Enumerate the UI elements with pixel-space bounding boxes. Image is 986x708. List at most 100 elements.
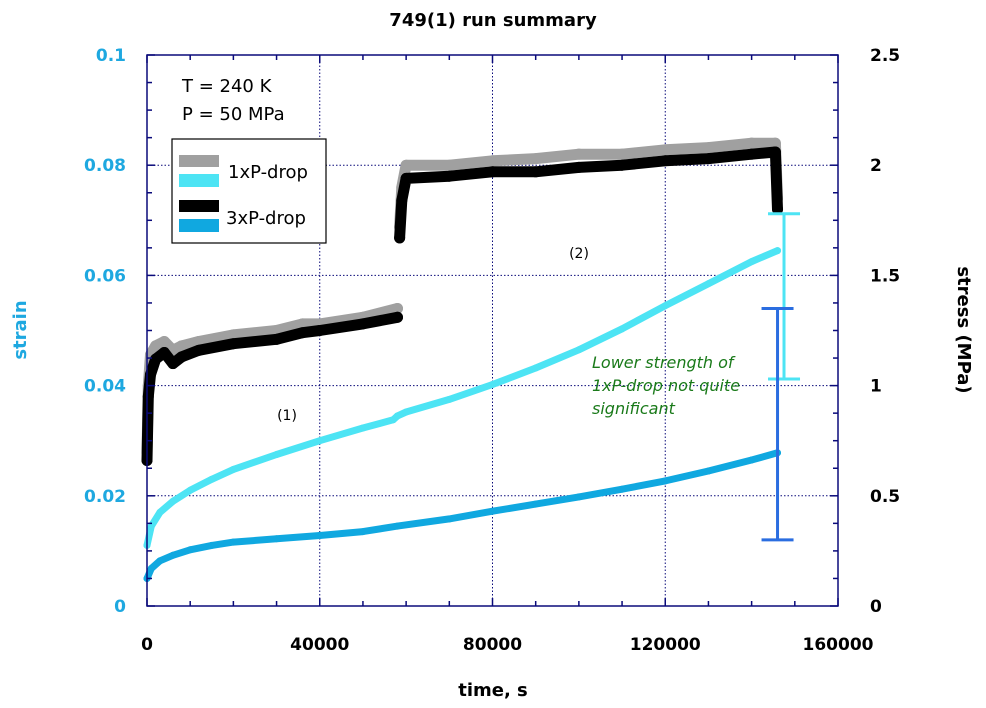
series-group — [141, 137, 784, 582]
point-1xp-drop-stress — [530, 153, 542, 165]
point-1xp-drop-strain — [774, 247, 782, 255]
point-3xp-drop-stress — [167, 358, 179, 370]
series-1xp-drop-strain — [143, 247, 781, 549]
y-left-tick-label: 0.04 — [84, 377, 126, 397]
point-1xp-drop-strain — [532, 364, 540, 372]
legend-swatch-1xp-stress — [179, 155, 219, 167]
y-right-tick-label: 2 — [870, 156, 882, 176]
y-right-tick-label: 0 — [870, 597, 882, 617]
point-3xp-drop-stress — [158, 347, 170, 359]
point-3xp-drop-strain — [704, 467, 712, 475]
point-3xp-drop-strain — [575, 493, 583, 501]
point-3xp-drop-stress — [769, 146, 781, 158]
series-3xp-drop-strain — [143, 449, 781, 582]
point-3xp-drop-strain — [273, 535, 281, 543]
x-tick-label: 80000 — [463, 635, 522, 655]
point-3xp-drop-strain — [169, 551, 177, 559]
x-tick-label: 40000 — [290, 635, 349, 655]
point-3xp-drop-stress — [142, 391, 154, 403]
point-1xp-drop-stress — [659, 144, 671, 156]
point-3xp-drop-stress — [357, 318, 369, 330]
point-1xp-drop-stress — [573, 148, 585, 160]
y-right-tick-label: 1 — [870, 377, 882, 397]
point-1xp-drop-stress — [176, 340, 188, 352]
point-1xp-drop-strain — [748, 258, 756, 266]
point-3xp-drop-stress — [487, 166, 498, 178]
point-1xp-drop-stress — [158, 336, 170, 348]
segment-1-label: (1) — [277, 408, 297, 424]
chart-title: 749(1) run summary — [389, 10, 597, 31]
point-1xp-drop-strain — [445, 395, 453, 403]
point-3xp-drop-stress — [746, 148, 758, 160]
legend-swatch-3xp-strain — [179, 219, 219, 232]
x-tick-labels: 0 40000 80000 120000 160000 — [141, 635, 874, 655]
point-3xp-drop-stress — [176, 351, 188, 363]
point-3xp-drop-stress — [271, 333, 283, 345]
point-3xp-drop-strain — [359, 528, 367, 536]
point-1xp-drop-stress — [400, 159, 412, 171]
point-3xp-drop-strain — [147, 565, 155, 573]
point-1xp-drop-strain — [316, 437, 324, 445]
point-1xp-drop-stress — [227, 329, 239, 341]
axis-ticks — [146, 54, 839, 607]
y-left-tick-label: 0.02 — [84, 487, 126, 507]
point-3xp-drop-stress — [314, 325, 326, 336]
point-3xp-drop-stress — [530, 166, 542, 178]
point-1xp-drop-strain — [661, 302, 669, 310]
point-3xp-drop-stress — [772, 203, 784, 215]
point-1xp-drop-strain — [169, 497, 177, 505]
legend-swatch-1xp-strain — [179, 174, 219, 187]
pressure-annotation: P = 50 MPa — [182, 104, 285, 125]
point-1xp-drop-strain — [393, 412, 401, 420]
point-3xp-drop-stress — [296, 327, 308, 339]
point-1xp-drop-stress — [391, 302, 403, 314]
y-left-tick-label: 0.06 — [84, 266, 126, 286]
point-1xp-drop-stress — [746, 137, 758, 149]
point-3xp-drop-strain — [661, 477, 669, 485]
point-3xp-drop-stress — [396, 194, 408, 206]
point-3xp-drop-stress — [394, 232, 406, 244]
point-3xp-drop-strain — [618, 485, 626, 493]
temperature-annotation: T = 240 K — [181, 76, 273, 97]
y-right-tick-label: 1.5 — [870, 266, 900, 286]
point-3xp-drop-strain — [229, 538, 237, 546]
legend: 1xP-drop 3xP-drop — [171, 138, 327, 244]
point-3xp-drop-stress — [702, 153, 714, 165]
point-1xp-drop-strain — [229, 465, 237, 473]
legend-swatch-3xp-stress — [179, 200, 219, 212]
legend-label-3xp: 3xP-drop — [226, 208, 306, 229]
y-left-tick-label: 0.08 — [84, 156, 126, 176]
point-1xp-drop-strain — [704, 280, 712, 288]
point-3xp-drop-strain — [445, 515, 453, 523]
point-3xp-drop-stress — [227, 338, 239, 350]
point-3xp-drop-stress — [400, 172, 412, 184]
point-3xp-drop-strain — [489, 507, 496, 515]
point-3xp-drop-stress — [573, 161, 585, 173]
point-1xp-drop-strain — [156, 508, 164, 516]
point-1xp-drop-strain — [575, 346, 583, 354]
point-3xp-drop-strain — [208, 541, 216, 549]
point-1xp-drop-strain — [208, 475, 216, 483]
point-3xp-drop-stress — [659, 155, 671, 167]
point-1xp-drop-strain — [359, 424, 367, 432]
y-left-tick-label: 0 — [114, 597, 126, 617]
point-3xp-drop-stress — [391, 311, 403, 323]
point-1xp-drop-strain — [618, 325, 626, 333]
point-1xp-drop-stress — [616, 148, 628, 160]
point-1xp-drop-stress — [487, 155, 498, 167]
point-1xp-drop-stress — [769, 137, 781, 149]
point-1xp-drop-stress — [296, 318, 308, 330]
x-tick-label: 0 — [141, 635, 153, 655]
y-right-tick-labels: 0 0.5 1 1.5 2 2.5 — [870, 46, 900, 617]
y-right-tick-label: 2.5 — [870, 46, 900, 66]
y-right-tick-label: 0.5 — [870, 487, 900, 507]
point-3xp-drop-stress — [616, 159, 628, 171]
x-axis-label: time, s — [458, 680, 528, 701]
point-3xp-drop-strain — [532, 500, 540, 508]
y-left-tick-labels: 0 0.02 0.04 0.06 0.08 0.1 — [84, 46, 126, 617]
point-1xp-drop-strain — [186, 486, 194, 494]
x-tick-label: 120000 — [630, 635, 701, 655]
point-3xp-drop-stress — [443, 170, 455, 182]
